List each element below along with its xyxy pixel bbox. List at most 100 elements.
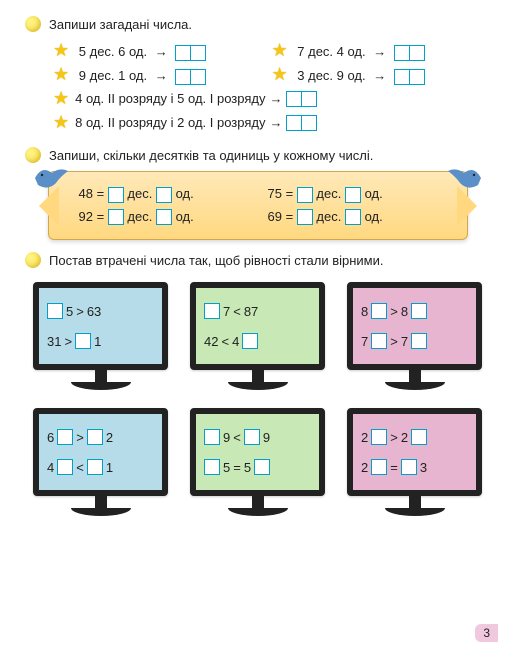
answer-box[interactable] [254,459,270,475]
arrow-icon: → [373,44,386,59]
answer-box[interactable] [47,303,63,319]
monitor-text: 1 [94,334,101,349]
monitor-text: 1 [106,460,113,475]
star-icon: ★ [272,64,288,84]
star-icon: ★ [53,64,69,84]
answer-box[interactable] [401,459,417,475]
monitor-row: 42 < 4 [204,333,311,349]
t2-d: дес. [316,186,341,201]
monitor-stand [409,496,421,508]
answer-box[interactable] [394,69,425,85]
arrow-icon: → [155,44,168,59]
answer-box[interactable] [108,187,124,203]
answer-box[interactable] [87,429,103,445]
monitor-base [228,382,288,390]
monitor-text: < [221,334,229,349]
monitor-stand [95,496,107,508]
arrow-icon: → [373,68,386,83]
star-icon: ★ [53,112,69,133]
star-icon: ★ [53,88,69,109]
arrow-icon: → [269,91,282,106]
answer-box[interactable] [286,115,317,131]
monitor-text: 2 [401,430,408,445]
answer-box[interactable] [108,209,124,225]
answer-box[interactable] [75,333,91,349]
monitor-text: 9 [223,430,230,445]
answer-box[interactable] [411,333,427,349]
task1-title-text: Запиши загадані числа. [49,17,192,32]
monitor-text: > [76,304,84,319]
monitor-text: 5 [66,304,73,319]
monitor-text: 2 [361,460,368,475]
answer-box[interactable] [371,459,387,475]
answer-box[interactable] [297,187,313,203]
monitor-stand [95,370,107,382]
monitor-base [71,382,131,390]
monitor-text: 7 [223,304,230,319]
bullet-icon [25,16,41,32]
monitor-row: 31 > 1 [47,333,154,349]
answer-box[interactable] [175,45,206,61]
t2-o: од. [176,186,194,201]
monitor-text: = [390,460,398,475]
t2-d: дес. [316,209,341,224]
monitor-text: 7 [361,334,368,349]
t2-o: од. [365,209,383,224]
answer-box[interactable] [394,45,425,61]
monitor-text: 31 [47,334,61,349]
monitor-text: 2 [361,430,368,445]
monitor-screen: 8 > 87 > 7 [347,282,482,370]
monitor-row: 2 = 3 [361,459,468,475]
answer-box[interactable] [297,209,313,225]
monitor-stand [409,370,421,382]
answer-box[interactable] [57,459,73,475]
arrow-icon: → [269,115,282,130]
answer-box[interactable] [204,459,220,475]
t1-r0-right: 7 дес. 4 од. [297,44,365,59]
monitor-row: 2 > 2 [361,429,468,445]
answer-box[interactable] [371,333,387,349]
monitor-text: 4 [232,334,239,349]
monitor-text: 8 [361,304,368,319]
monitor-text: 63 [87,304,101,319]
t2-n0: 48 [79,186,93,201]
answer-box[interactable] [204,429,220,445]
monitor-text: < [233,430,241,445]
answer-box[interactable] [345,187,361,203]
monitor-base [228,508,288,516]
arrow-icon: → [155,68,168,83]
monitor: 9 < 9 5 = 5 [190,408,325,516]
answer-box[interactable] [371,303,387,319]
answer-box[interactable] [242,333,258,349]
answer-box[interactable] [411,429,427,445]
monitor-stand [252,370,264,382]
answer-box[interactable] [244,429,260,445]
monitor-text: 5 [223,460,230,475]
answer-box[interactable] [87,459,103,475]
answer-box[interactable] [57,429,73,445]
t1-r1-left: 9 дес. 1 од. [79,68,147,83]
answer-box[interactable] [175,69,206,85]
t2-d: дес. [127,209,152,224]
answer-box[interactable] [286,91,317,107]
monitor-row: 4 < 1 [47,459,154,475]
star-icon: ★ [272,40,288,60]
monitor-row: 7 > 7 [361,333,468,349]
bullet-icon [25,252,41,268]
task2-title-text: Запиши, скільки десятків та одиниць у ко… [49,148,373,163]
answer-box[interactable] [345,209,361,225]
monitor-screen: 5 > 63 31 > 1 [33,282,168,370]
monitor-text: 8 [401,304,408,319]
t2-n1: 75 [268,186,282,201]
answer-box[interactable] [371,429,387,445]
monitor-text: > [390,430,398,445]
monitor-screen: 2 > 22 = 3 [347,408,482,496]
monitor-row: 9 < 9 [204,429,311,445]
answer-box[interactable] [156,209,172,225]
answer-box[interactable] [204,303,220,319]
monitor-row: 5 = 5 [204,459,311,475]
answer-box[interactable] [156,187,172,203]
answer-box[interactable] [411,303,427,319]
task3-title: Постав втрачені числа так, щоб рівності … [25,252,490,268]
page-number: 3 [475,624,498,642]
